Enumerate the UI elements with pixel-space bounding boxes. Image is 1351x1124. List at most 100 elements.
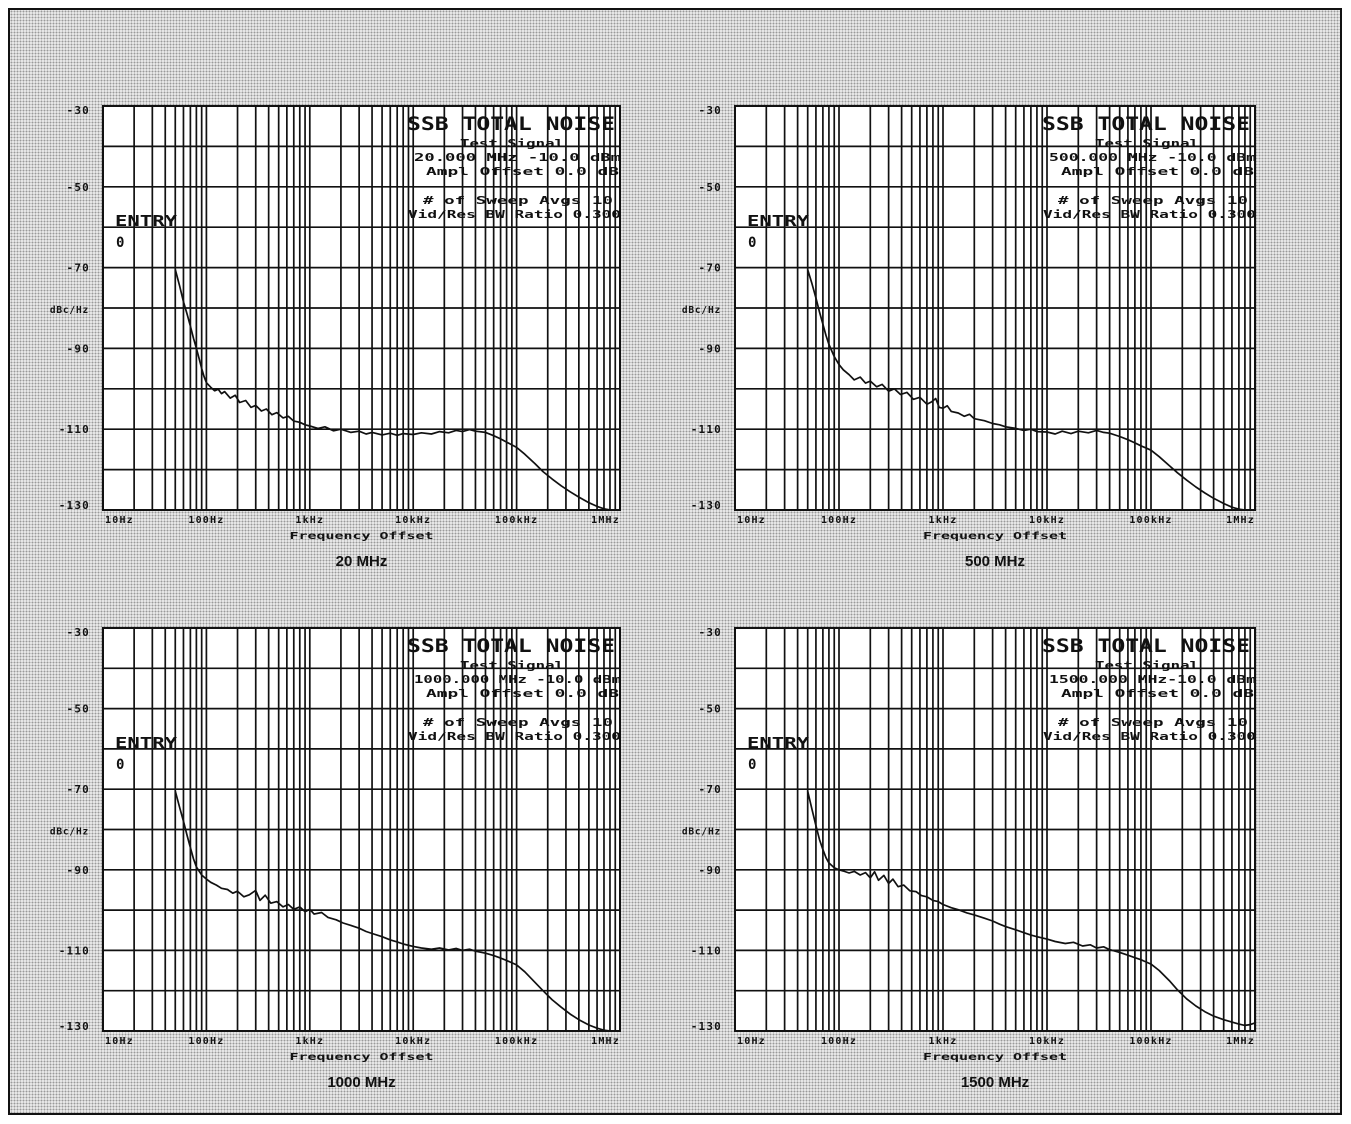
x-tick-label: 10Hz [105,1036,134,1047]
entry-label: ENTRY [747,734,809,752]
y-tick-label: -70 [699,783,722,796]
annotation-offset: Ampl Offset 0.0 dB [426,687,620,700]
y-tick-label: -110 [691,944,722,957]
plot-frame [734,105,1256,511]
y-tick-label: -50 [699,181,722,194]
annotation-ratio: Vid/Res BW Ratio 0.300 [1043,730,1256,743]
y-tick-label: -70 [699,262,722,275]
figure-border [8,8,1342,1115]
annotation-signal: 1000.000 MHz -10.0 dBm [414,673,622,686]
entry-label: ENTRY [115,734,177,752]
y-tick-label: -30 [67,626,90,639]
y-tick-label: -30 [699,626,722,639]
x-tick-label: 10kHz [1029,515,1065,526]
x-tick-label: 10Hz [105,515,134,526]
plot-frame [102,627,621,1032]
x-tick-label: 100Hz [821,1036,857,1047]
annotation-title: SSB TOTAL NOISE [1042,635,1250,657]
x-tick-label: 10kHz [395,1036,431,1047]
annotation-ratio: Vid/Res BW Ratio 0.300 [408,208,621,221]
y-tick-label: -90 [67,342,90,355]
chart-caption: 500 MHz [965,553,1025,570]
x-tick-label: 100Hz [188,515,224,526]
x-tick-label: 10Hz [737,1036,766,1047]
y-tick-label: -110 [59,944,90,957]
entry-value: 0 [748,235,756,251]
annotation-ratio: Vid/Res BW Ratio 0.300 [408,730,621,743]
entry-value: 0 [116,235,124,251]
annotation-heading: Test Signal [1095,659,1199,672]
annotation-averages: # of Sweep Avgs 10 [423,194,613,207]
phase-noise-chart-4: -30 -50 -70 -90 -110 -130 dBc/Hz 10Hz 100Hz 1kHz 1… [682,626,1257,1091]
noise-trace [806,269,1246,511]
chart-caption: 1000 MHz [327,1074,395,1091]
x-tick-label: 1MHz [1226,515,1255,526]
noise-trace [806,791,1256,1027]
x-tick-label: 1kHz [929,515,958,526]
y-tick-label: -130 [59,499,90,512]
x-tick-label: 1kHz [295,515,324,526]
y-tick-label: -50 [67,181,90,194]
annotation-title: SSB TOTAL NOISE [1042,113,1250,135]
annotation-averages: # of Sweep Avgs 10 [1058,716,1248,729]
y-tick-label: -90 [699,342,722,355]
y-tick-label: -130 [59,1020,90,1033]
phase-noise-chart-2: -30 -50 -70 -90 -110 -130 dBc/Hz 10Hz 100Hz 1kHz 1… [682,104,1257,570]
annotation-signal: 20.000 MHz -10.0 dBm [414,151,622,164]
annotation-title: SSB TOTAL NOISE [407,113,615,135]
annotation-title: SSB TOTAL NOISE [407,635,615,657]
y-tick-label: -110 [59,423,90,436]
x-tick-label: 1kHz [295,1036,324,1047]
x-tick-label: 100kHz [1129,1036,1172,1047]
annotation-signal: 1500.000 MHz-10.0 dBm [1049,673,1257,686]
y-tick-label: -30 [699,104,722,117]
x-tick-label: 100Hz [188,1036,224,1047]
y-tick-label: -110 [691,423,722,436]
x-axis-label: Frequency Offset [290,1052,434,1063]
annotation-heading: Test Signal [460,137,564,150]
annotation-heading: Test Signal [1095,137,1199,150]
y-tick-label: -50 [699,703,722,716]
x-axis-label: Frequency Offset [923,1052,1067,1063]
annotation-offset: Ampl Offset 0.0 dB [426,165,620,178]
x-tick-label: 100Hz [821,515,857,526]
annotation-averages: # of Sweep Avgs 10 [1058,194,1248,207]
y-tick-label: -30 [67,104,90,117]
phase-noise-chart-1: -30 -50 -70 -90 -110 -130 dBc/Hz 10Hz 100Hz 1kHz 1… [50,104,622,570]
entry-label: ENTRY [115,212,177,230]
y-tick-label: -90 [699,864,722,877]
plot-frame [102,105,621,511]
y-tick-label: -50 [67,703,90,716]
phase-noise-chart-3: -30 -50 -70 -90 -110 -130 dBc/Hz 10Hz 100Hz 1kHz 1… [50,626,622,1091]
x-tick-label: 100kHz [495,515,538,526]
x-tick-label: 10kHz [395,515,431,526]
annotation-heading: Test Signal [460,659,564,672]
y-axis-label: dBc/Hz [682,305,721,316]
plot-frame [734,627,1256,1032]
x-tick-label: 1kHz [929,1036,958,1047]
x-tick-label: 100kHz [495,1036,538,1047]
noise-trace [174,790,611,1032]
x-tick-label: 1MHz [591,515,620,526]
y-tick-label: -70 [67,262,90,275]
y-axis-label: dBc/Hz [682,827,721,838]
entry-label: ENTRY [747,212,809,230]
annotation-signal: 500.000 MHz -10.0 dBm [1049,151,1257,164]
y-tick-label: -130 [691,499,722,512]
x-tick-label: 10Hz [737,515,766,526]
noise-trace [174,269,611,511]
y-tick-label: -90 [67,864,90,877]
charts-layer: -30 -50 -70 -90 -110 -130 dBc/Hz 10Hz 100Hz 1kHz 1… [50,104,1257,1091]
entry-value: 0 [116,757,124,773]
y-axis-label: dBc/Hz [50,305,89,316]
x-tick-label: 1MHz [1226,1036,1255,1047]
annotation-offset: Ampl Offset 0.0 dB [1061,687,1255,700]
y-axis-label: dBc/Hz [50,827,89,838]
x-tick-label: 1MHz [591,1036,620,1047]
x-axis-label: Frequency Offset [923,531,1067,542]
annotation-ratio: Vid/Res BW Ratio 0.300 [1043,208,1256,221]
entry-value: 0 [748,757,756,773]
annotation-averages: # of Sweep Avgs 10 [423,716,613,729]
annotation-offset: Ampl Offset 0.0 dB [1061,165,1255,178]
